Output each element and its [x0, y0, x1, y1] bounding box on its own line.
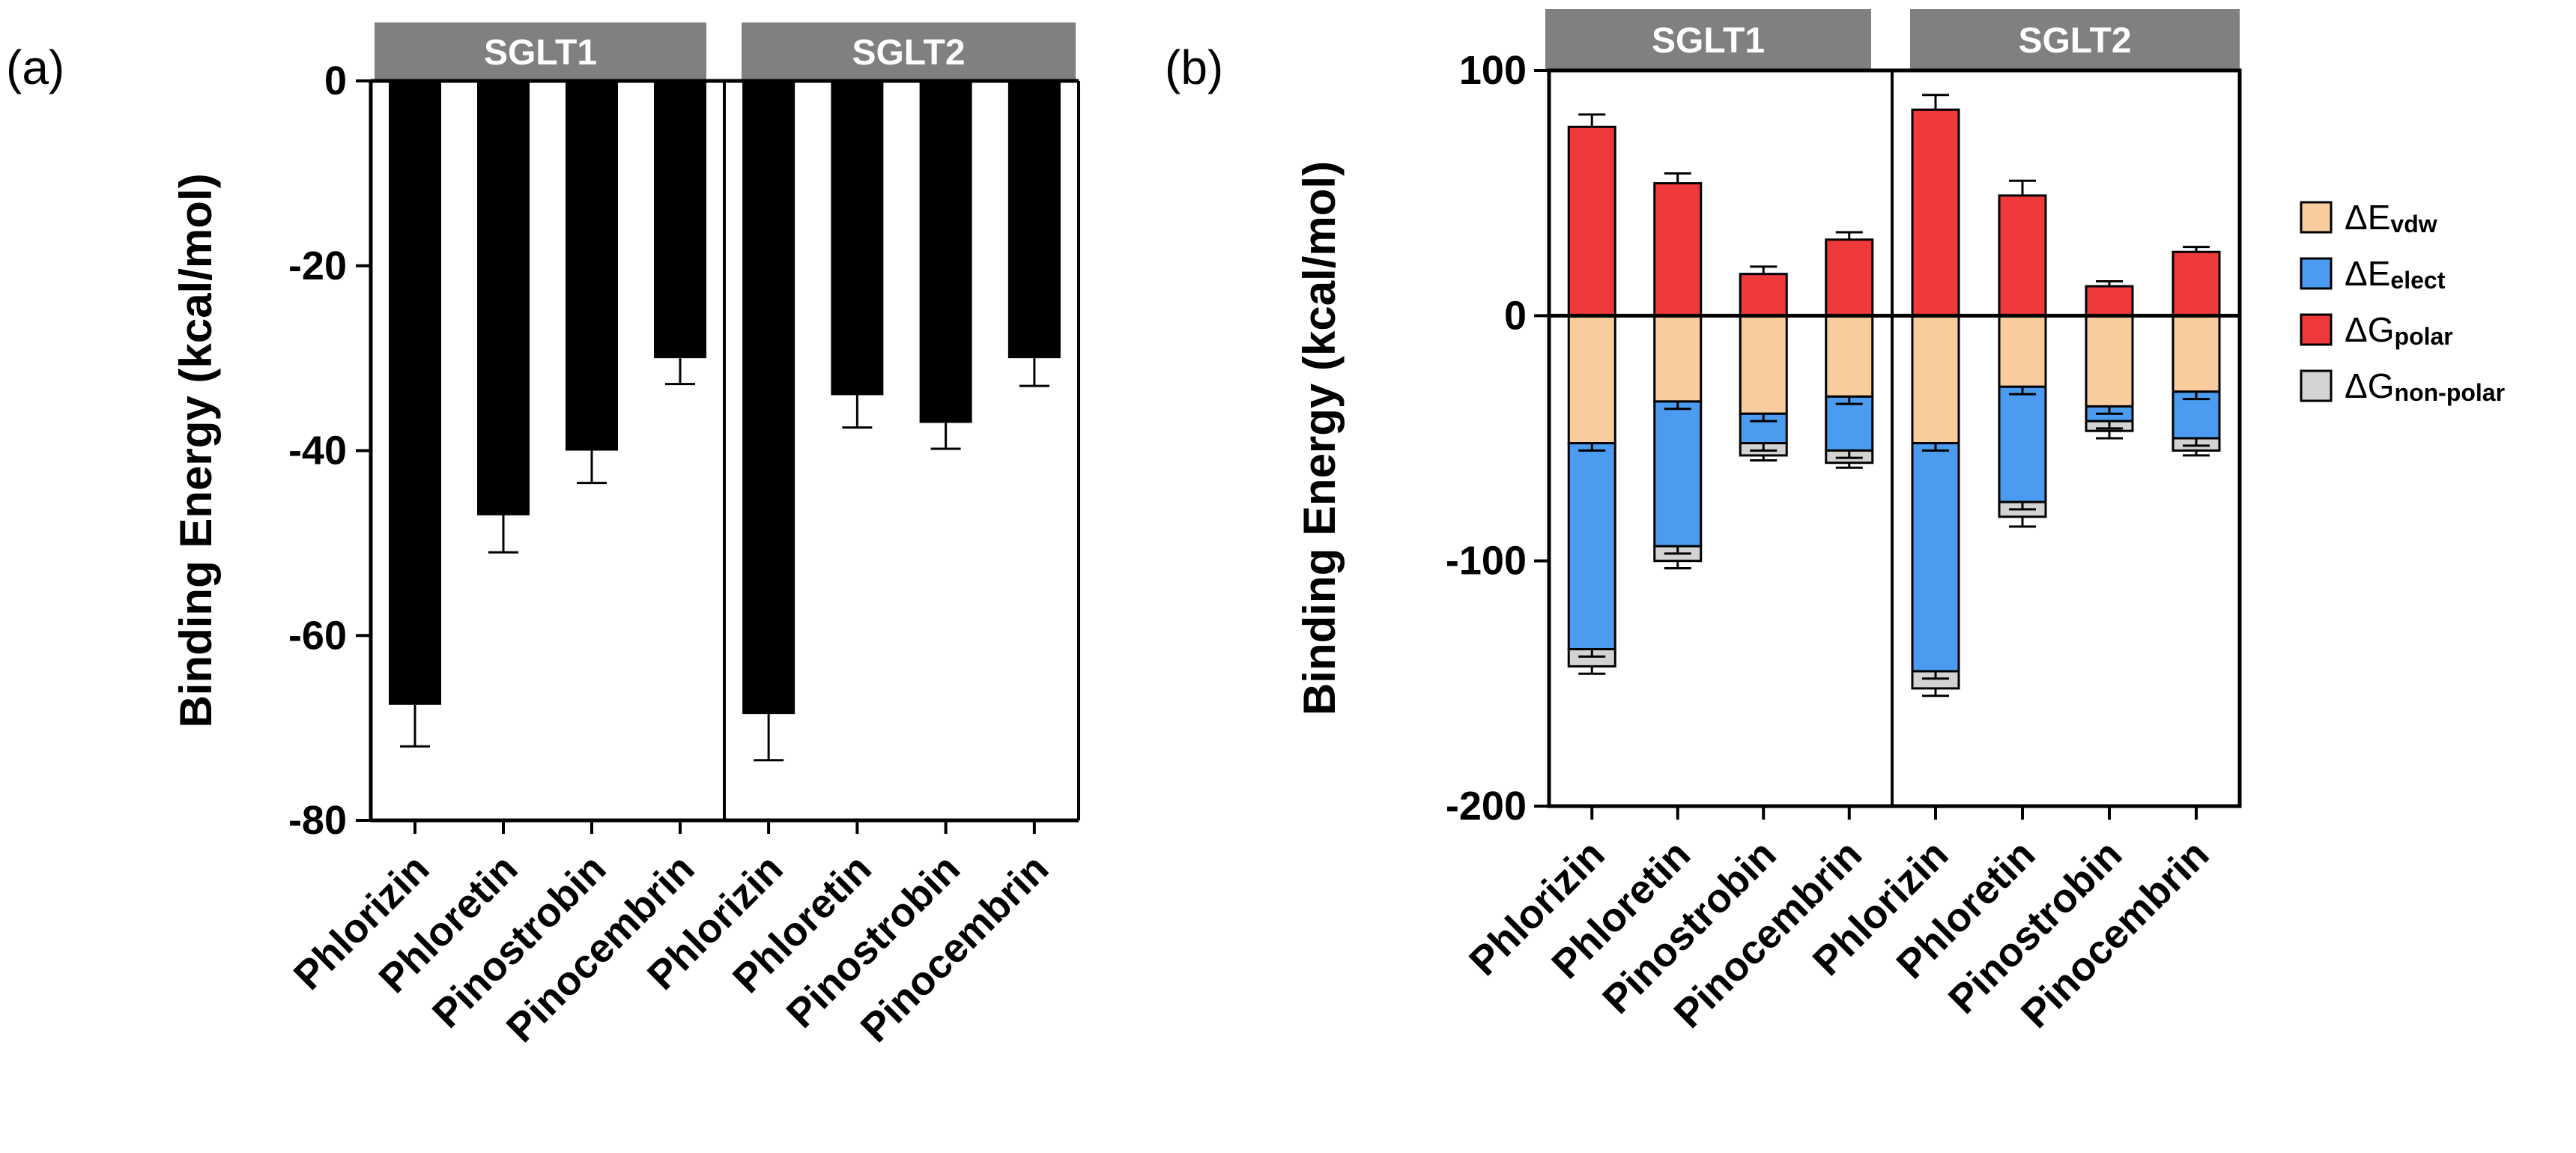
bar-sglt1-pinostrobin	[566, 81, 618, 451]
legend-symbol: ΔE	[2345, 254, 2390, 293]
bar-sglt2-pinocembrin	[1007, 81, 1061, 359]
y-tick-label: -100	[1446, 539, 1527, 584]
legend-subscript: elect	[2390, 267, 2445, 294]
bar-sglt1-pinocembrin	[654, 81, 706, 359]
bar-vdw-sglt2-pinocembrin	[2172, 314, 2221, 393]
bar-polar-sglt2-pinocembrin	[2172, 250, 2221, 317]
legend-swatch-vdw	[2300, 201, 2333, 234]
bar-elect-sglt1-phlorizin	[1567, 442, 1616, 651]
panel-a-label: (a)	[6, 40, 64, 94]
bar-sglt2-phloretin	[831, 81, 884, 396]
y-tick-label: -40	[288, 429, 347, 473]
legend-symbol: ΔG	[2345, 366, 2395, 405]
legend-swatch-polar	[2300, 313, 2333, 346]
panel-b-label: (b)	[1165, 40, 1223, 94]
bar-polar-sglt2-phlorizin	[1911, 108, 1960, 317]
plot-frame	[1547, 68, 2242, 808]
legend-subscript: polar	[2395, 323, 2453, 350]
bar-polar-sglt1-pinocembrin	[1825, 238, 1874, 317]
bar-polar-sglt1-phlorizin	[1567, 125, 1616, 317]
legend-swatch-elect	[2300, 257, 2333, 290]
legend-label-vdw: ΔEvdw	[2345, 198, 2437, 237]
legend-label-polar: ΔGpolar	[2345, 310, 2453, 350]
legend-symbol: ΔE	[2345, 198, 2390, 237]
group-header-sglt2	[1910, 9, 2240, 69]
y-tick-label: -80	[288, 798, 347, 843]
bar-polar-sglt1-phloretin	[1653, 182, 1703, 317]
bar-sglt2-phlorizin	[742, 81, 795, 715]
bar-polar-sglt2-phloretin	[1998, 194, 2047, 317]
bar-vdw-sglt2-phloretin	[1998, 314, 2047, 388]
chart-panel-a: (a) SGLT1 SGLT2 Binding Energy (kcal/mol) 0 -…	[6, 22, 1080, 1051]
bar-vdw-sglt2-phlorizin	[1911, 314, 1960, 445]
y-tick-label: -200	[1446, 784, 1527, 829]
y-axis-title: Binding Energy (kcal/mol)	[1294, 161, 1345, 715]
y-tick-label: -20	[288, 243, 347, 288]
legend-label-elect: ΔEelect	[2345, 254, 2446, 294]
group-header-sglt2	[742, 22, 1076, 79]
bar-vdw-sglt1-pinocembrin	[1825, 314, 1874, 398]
bar-elect-sglt2-phlorizin	[1911, 442, 1960, 673]
group-header-sglt1	[1545, 9, 1871, 69]
legend-subscript: non-polar	[2395, 379, 2506, 406]
group-header-label: SGLT2	[2018, 21, 2131, 61]
bar-vdw-sglt1-pinostrobin	[1739, 314, 1788, 415]
legend-subscript: vdw	[2390, 211, 2437, 237]
legend-symbol: ΔG	[2345, 310, 2395, 349]
group-header-label: SGLT1	[484, 33, 597, 73]
bar-vdw-sglt1-phloretin	[1653, 314, 1703, 403]
y-tick-label: -60	[288, 613, 347, 658]
bar-sglt1-phloretin	[477, 81, 530, 515]
group-header-label: SGLT2	[852, 33, 965, 73]
y-tick-label: 0	[324, 58, 347, 103]
bar-vdw-sglt2-pinostrobin	[2085, 314, 2134, 408]
legend-label-nonpolar: ΔGnon-polar	[2345, 366, 2505, 406]
bar-vdw-sglt1-phlorizin	[1567, 314, 1616, 445]
bar-elect-sglt1-phloretin	[1653, 400, 1703, 548]
legend-swatch-nonpolar	[2300, 369, 2333, 402]
y-tick-label: 0	[1504, 293, 1527, 338]
bar-polar-sglt1-pinostrobin	[1739, 273, 1788, 317]
bar-polar-sglt2-pinostrobin	[2085, 285, 2134, 317]
group-header-sglt1	[375, 22, 706, 79]
bar-sglt2-pinostrobin	[919, 81, 972, 423]
bar-elect-sglt2-phloretin	[1998, 385, 2047, 503]
group-header-label: SGLT1	[1652, 21, 1765, 61]
y-tick-label: 100	[1459, 48, 1527, 93]
bar-sglt1-phlorizin	[389, 81, 441, 705]
chart-panel-b: (b) SGLT1 SGLT2 Binding Energy (kcal/mol) 10…	[1165, 9, 2242, 1037]
y-axis-title: Binding Energy (kcal/mol)	[171, 173, 221, 727]
